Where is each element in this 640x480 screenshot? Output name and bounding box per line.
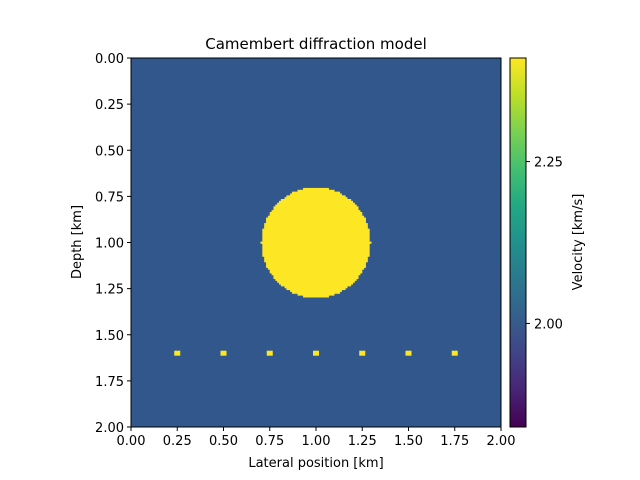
y-axis-label: Depth [km] xyxy=(70,205,85,279)
y-tick-label: 0.50 xyxy=(95,144,124,159)
y-tick-label: 0.75 xyxy=(95,190,124,205)
camembert-row xyxy=(264,226,368,230)
camembert-row xyxy=(262,248,370,252)
camembert-row xyxy=(262,236,370,239)
x-tick-label: 1.75 xyxy=(440,434,469,449)
camembert-row xyxy=(280,284,352,287)
y-tick-label: 1.00 xyxy=(95,237,124,252)
colorbar-frame xyxy=(509,57,527,428)
camembert-row xyxy=(262,228,370,231)
camembert-row xyxy=(303,295,329,298)
plot-area xyxy=(130,57,502,428)
diffractor-point xyxy=(313,350,319,356)
camembert-row xyxy=(266,221,366,224)
x-tick-label: 0.00 xyxy=(117,434,146,449)
diffractor-point xyxy=(359,350,366,356)
camembert-row xyxy=(264,223,368,226)
camembert-row xyxy=(286,195,346,198)
camembert-row xyxy=(297,293,335,296)
camembert-row xyxy=(291,291,341,294)
y-tick-label: 0.25 xyxy=(95,98,124,113)
camembert-row xyxy=(303,187,329,191)
x-tick-label: 1.25 xyxy=(348,434,377,449)
x-axis-label: Lateral position [km] xyxy=(248,456,383,471)
camembert-row xyxy=(273,206,359,209)
camembert-row xyxy=(266,217,366,220)
camembert-row xyxy=(266,261,366,265)
diffractor-point xyxy=(266,350,273,356)
x-tick-label: 0.75 xyxy=(255,434,284,449)
camembert-row xyxy=(264,258,368,261)
diffractor-point xyxy=(405,350,412,356)
camembert-row xyxy=(264,260,368,263)
camembert-row xyxy=(266,263,366,267)
camembert-row xyxy=(290,193,342,196)
camembert-row xyxy=(262,230,370,233)
camembert-row xyxy=(264,224,368,228)
camembert-row xyxy=(262,252,370,255)
camembert-row xyxy=(262,250,370,254)
camembert-row xyxy=(279,282,353,285)
x-tick-label: 1.50 xyxy=(394,434,423,449)
camembert-row xyxy=(273,276,359,279)
colorbar-tick-label: 2.00 xyxy=(534,317,563,332)
camembert-row xyxy=(269,213,363,217)
camembert-row xyxy=(271,210,361,213)
camembert-row xyxy=(264,256,368,259)
camembert-row xyxy=(273,208,359,211)
camembert-row xyxy=(260,241,372,244)
camembert-row xyxy=(297,189,335,193)
y-tick-label: 1.50 xyxy=(95,329,124,344)
colorbar-tick-label: 2.25 xyxy=(534,156,563,171)
chart-title: Camembert diffraction model xyxy=(205,35,427,53)
camembert-row xyxy=(284,197,348,200)
camembert-row xyxy=(262,243,370,246)
x-axis: 0.00 0.25 0.50 0.75 1.00 1.25 1.50 1.75 2.00 xyxy=(117,427,516,449)
diffractor-point xyxy=(451,350,458,356)
x-tick-label: 0.25 xyxy=(163,434,192,449)
camembert-row xyxy=(262,232,370,235)
camembert-row xyxy=(271,273,361,276)
y-tick-label: 1.25 xyxy=(95,283,124,298)
camembert-row xyxy=(275,278,357,281)
y-tick-label: 1.75 xyxy=(95,375,124,390)
x-tick-label: 2.00 xyxy=(487,434,516,449)
camembert-row xyxy=(266,265,366,268)
colorbar: 2.25 2.00 Velocity [km/s] xyxy=(509,57,586,428)
camembert-row xyxy=(266,219,366,222)
x-tick-label: 0.50 xyxy=(209,434,238,449)
camembert-row xyxy=(267,215,365,218)
camembert-row xyxy=(279,200,353,204)
camembert-row xyxy=(262,239,370,242)
camembert-row xyxy=(280,199,352,202)
camembert-row xyxy=(277,202,355,205)
camembert-row xyxy=(262,254,370,257)
camembert-row xyxy=(275,204,357,207)
y-tick-label: 0.00 xyxy=(95,52,124,67)
camembert-row xyxy=(267,267,365,270)
y-axis: 0.00 0.25 0.50 0.75 1.00 1.25 1.50 1.75 2.00 xyxy=(95,52,131,436)
camembert-row xyxy=(277,280,355,283)
camembert-row xyxy=(291,191,341,194)
colorbar-gradient xyxy=(510,58,526,427)
camembert-row xyxy=(273,274,359,278)
camembert-row xyxy=(262,247,370,250)
camembert-row xyxy=(269,211,363,215)
camembert-row xyxy=(284,285,348,289)
camembert-row xyxy=(269,271,363,274)
y-tick-label: 2.00 xyxy=(95,421,124,436)
camembert-row xyxy=(286,287,346,291)
camembert-row xyxy=(269,269,363,272)
camembert-row xyxy=(262,237,370,241)
x-tick-label: 1.00 xyxy=(302,434,331,449)
camembert-row xyxy=(290,289,342,292)
diffractor-point xyxy=(174,350,181,356)
camembert-row xyxy=(262,245,370,248)
diffractor-point xyxy=(220,350,227,356)
camembert-row xyxy=(262,234,370,237)
colorbar-label: Velocity [km/s] xyxy=(571,194,586,291)
